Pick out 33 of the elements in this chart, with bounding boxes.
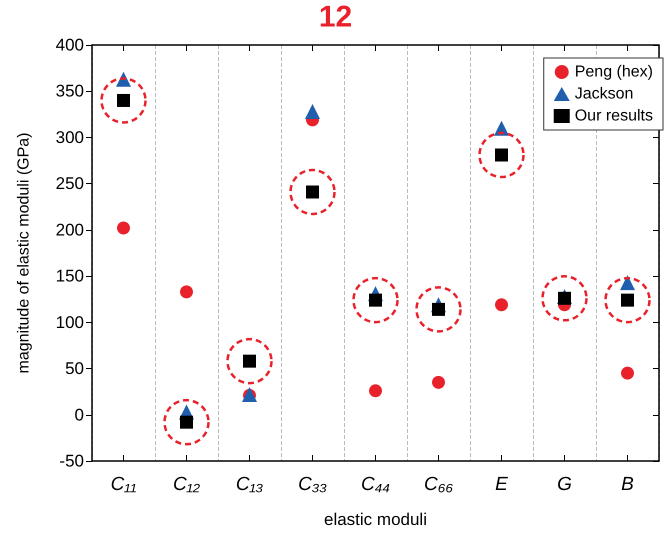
point xyxy=(180,285,193,298)
y-tick-label: 200 xyxy=(56,220,84,240)
legend-label: Jackson xyxy=(574,86,634,102)
y-tick-label: 0 xyxy=(74,405,84,424)
point xyxy=(620,275,635,290)
x-tick-label: C₁₂ xyxy=(173,474,201,495)
y-axis-title: magnitude of elastic moduli (GPa) xyxy=(16,132,32,374)
y-tick-label: 50 xyxy=(65,359,84,378)
x-tick-label: C₁₁ xyxy=(110,474,136,495)
point xyxy=(305,104,320,120)
y-tick-label: 150 xyxy=(56,266,84,286)
legend-label: Our results xyxy=(574,108,653,124)
x-tick-label: G xyxy=(557,474,572,495)
y-tick-label: 300 xyxy=(56,128,84,147)
x-tick-label: C₆₆ xyxy=(424,474,454,495)
x-tick-label: B xyxy=(621,474,634,495)
x-tick-label: E xyxy=(495,474,508,495)
point xyxy=(495,298,508,312)
point xyxy=(432,376,445,389)
point xyxy=(117,222,130,235)
legend-label: Peng (hex) xyxy=(574,64,653,80)
x-tick-label: C₃₃ xyxy=(298,474,328,495)
y-tick-label: -50 xyxy=(59,452,84,470)
y-tick-label: 350 xyxy=(56,82,84,101)
text: 12 xyxy=(318,0,352,34)
y-tick-label: 100 xyxy=(56,312,84,332)
x-tick-label: C₄₄ xyxy=(361,474,390,495)
x-tick-label: C₁₃ xyxy=(236,474,264,495)
y-tick-label: 250 xyxy=(56,174,84,194)
x-axis-title: elastic moduli xyxy=(324,510,427,529)
y-tick-label: 400 xyxy=(56,36,84,54)
point xyxy=(621,366,634,380)
point xyxy=(369,384,382,398)
